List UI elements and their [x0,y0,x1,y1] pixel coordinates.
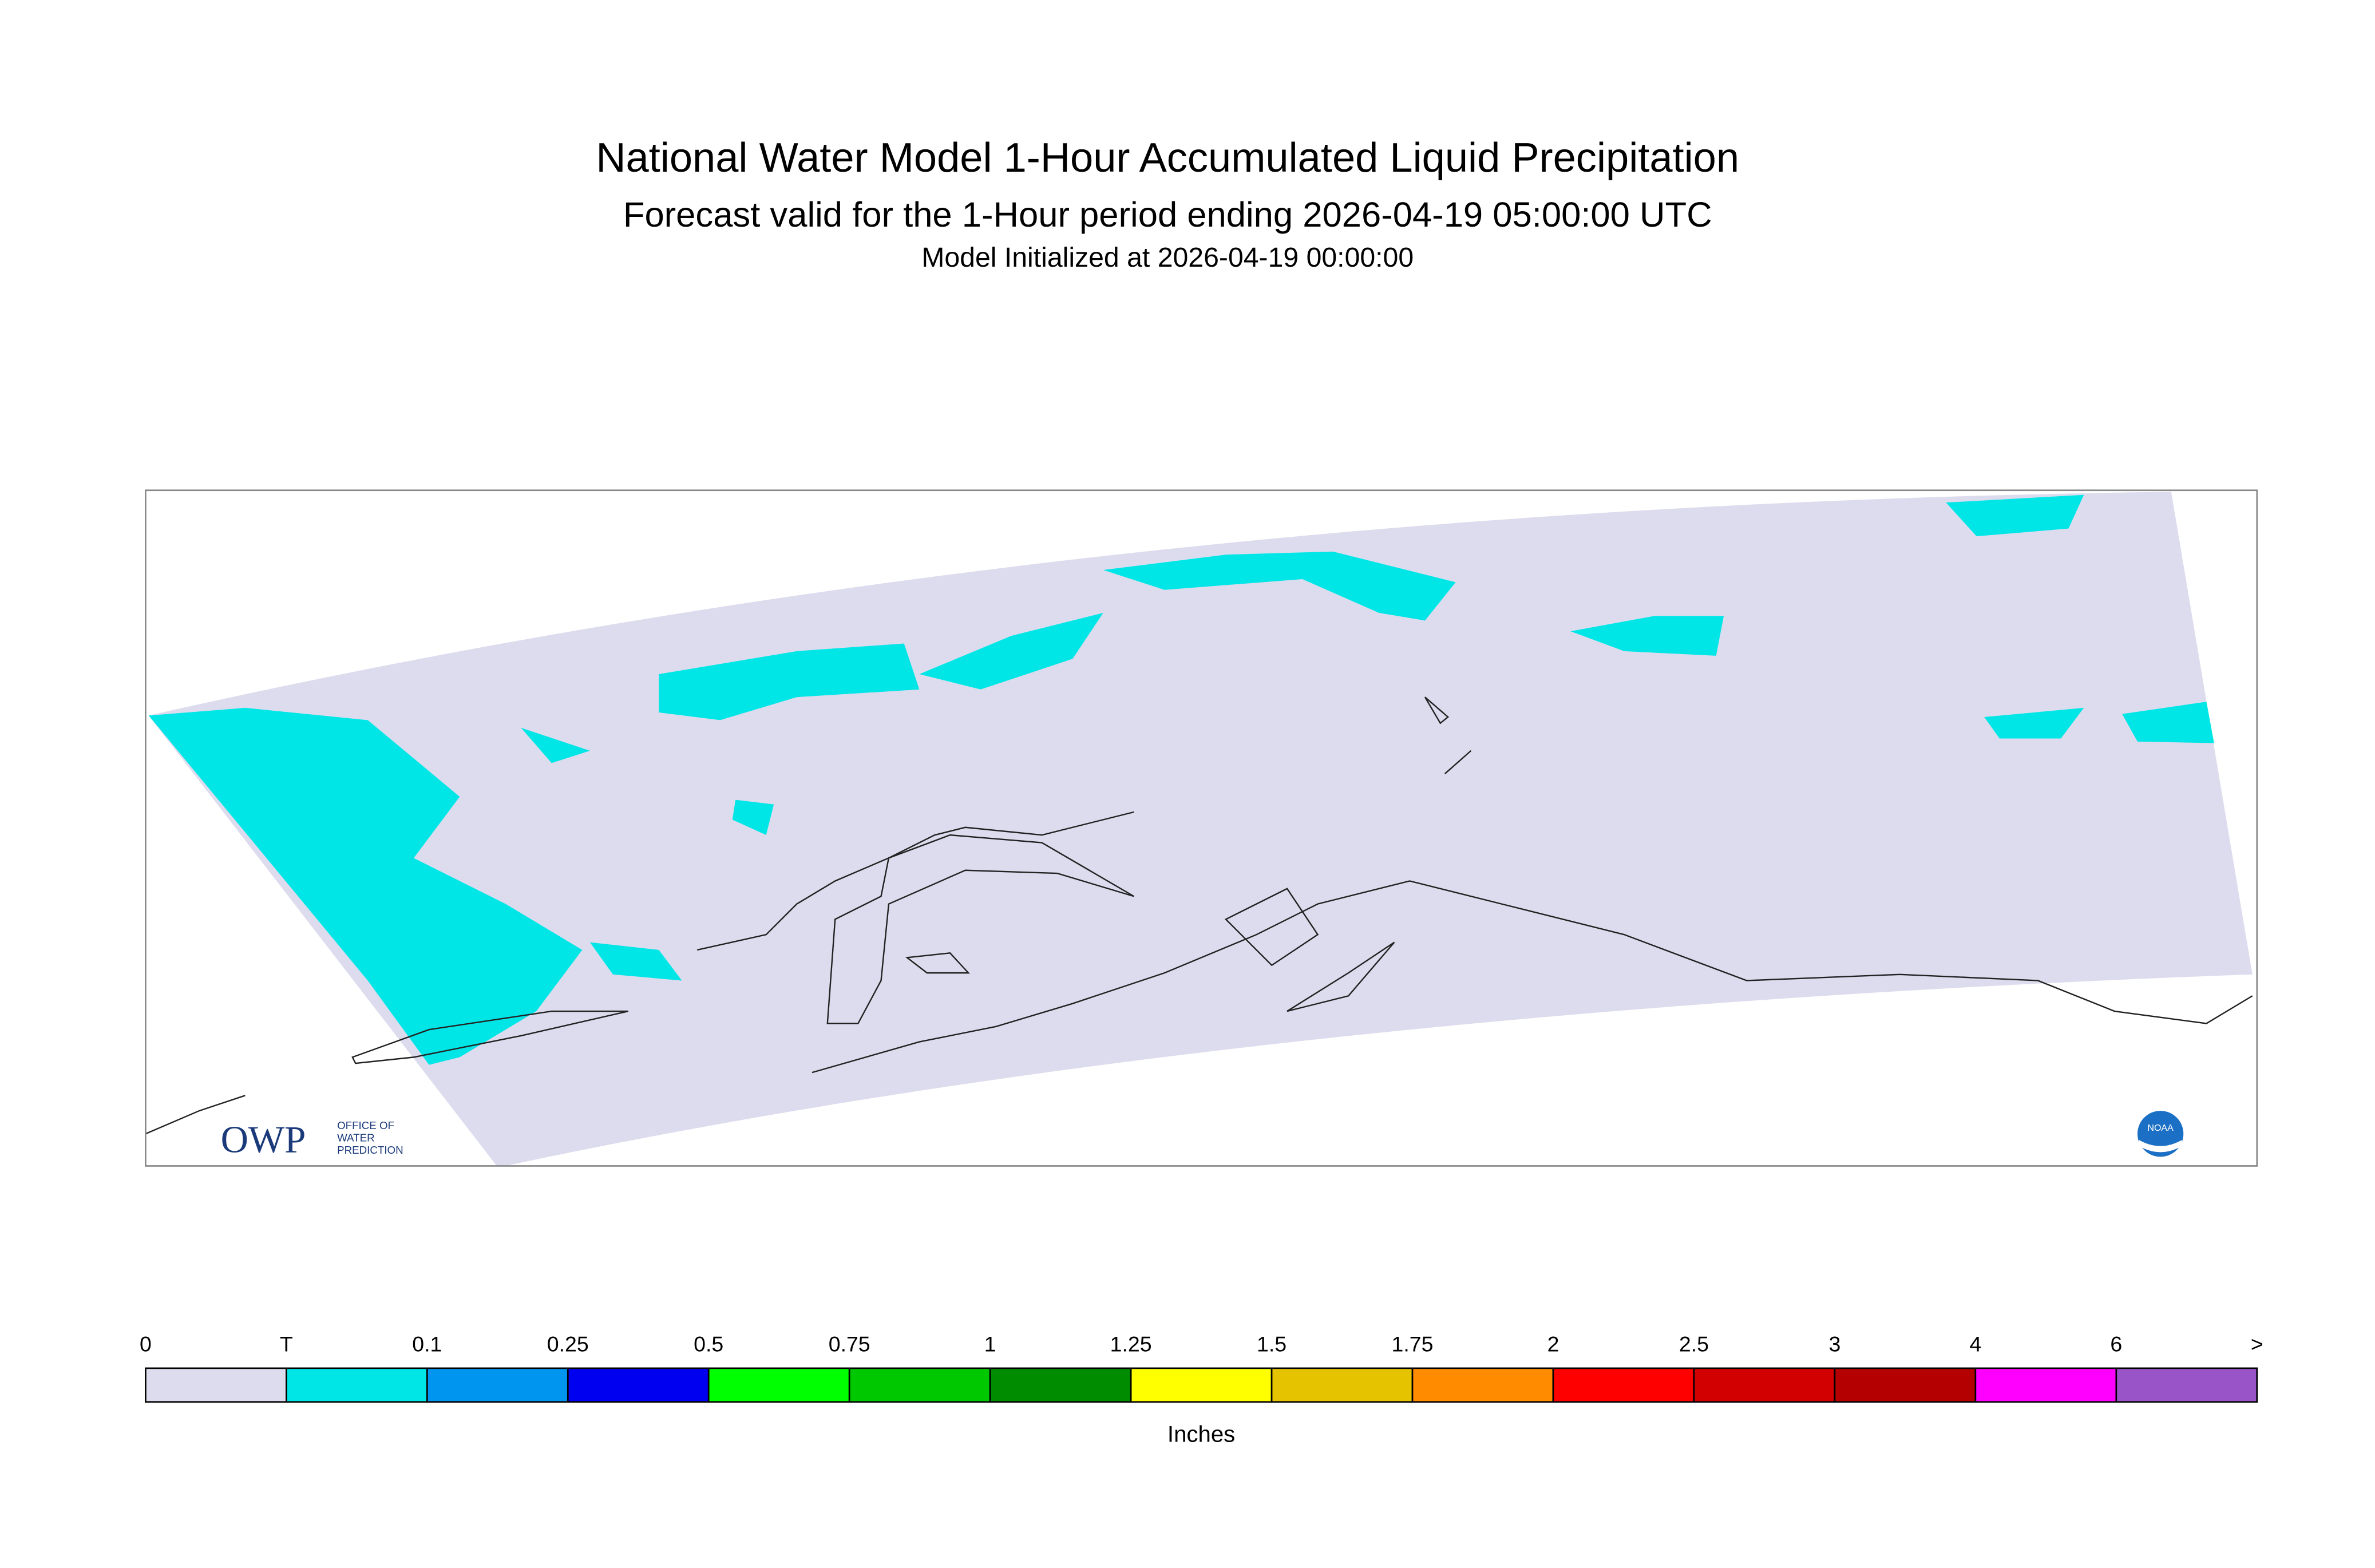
legend-label: 1.75 [1392,1332,1434,1356]
legend-label: 0 [140,1332,152,1356]
noaa-logo-text: NOAA [2147,1123,2174,1133]
legend-swatch [567,1367,710,1403]
legend-swatch [1552,1367,1695,1403]
legend-label: 4 [1969,1332,1981,1356]
legend-swatch [1270,1367,1414,1403]
owp-logo-text: OWP [221,1118,306,1161]
legend-swatch [286,1367,428,1403]
model-domain [148,492,2253,1166]
title: National Water Model 1-Hour Accumulated … [596,135,1739,181]
legend-swatch [848,1367,991,1403]
legend-label: 2 [1547,1332,1559,1356]
legend-label: 0.25 [547,1332,589,1356]
legend-swatch [989,1367,1132,1403]
legend-label: 6 [2110,1332,2122,1356]
owp-logo: OWP OFFICE OF WATER PREDICTION [221,1118,403,1161]
legend-swatch [2115,1367,2258,1403]
owp-logo-line: OFFICE OF [337,1119,394,1131]
legend-swatch [1693,1367,1836,1403]
legend-label: 1.25 [1110,1332,1152,1356]
legend-swatch [1834,1367,1977,1403]
subtitle: Forecast valid for the 1-Hour period end… [623,195,1712,235]
noaa-logo: NOAA [2137,1111,2184,1157]
legend-unit: Inches [1167,1421,1235,1447]
legend-swatch [1130,1367,1273,1403]
map-frame [145,489,2258,1167]
legend-swatch [145,1367,287,1403]
map [145,492,2253,1166]
legend-swatch [707,1367,850,1403]
legend: 0 T 0.1 0.25 0.5 0.75 1 1.25 1.5 1.75 2 2.5 3 4 6 > [140,1332,2263,1403]
legend-label: > [2251,1332,2263,1356]
legend-label: 0.5 [694,1332,723,1356]
legend-label: 0.75 [829,1332,870,1356]
legend-label: 1 [984,1332,996,1356]
legend-label: T [280,1332,293,1356]
init-time: Model Initialized at 2026-04-19 00:00:00 [921,242,1414,273]
legend-swatch [1411,1367,1554,1403]
legend-swatch [1974,1367,2117,1403]
owp-logo-line: WATER [337,1132,375,1144]
legend-swatch [426,1367,569,1403]
legend-label: 2.5 [1679,1332,1709,1356]
precip-areas [148,494,2214,1065]
legend-label: 3 [1828,1332,1840,1356]
coastlines [145,696,2253,1135]
legend-label: 0.1 [412,1332,442,1356]
owp-logo-line: PREDICTION [337,1144,403,1156]
legend-label: 1.5 [1257,1332,1287,1356]
